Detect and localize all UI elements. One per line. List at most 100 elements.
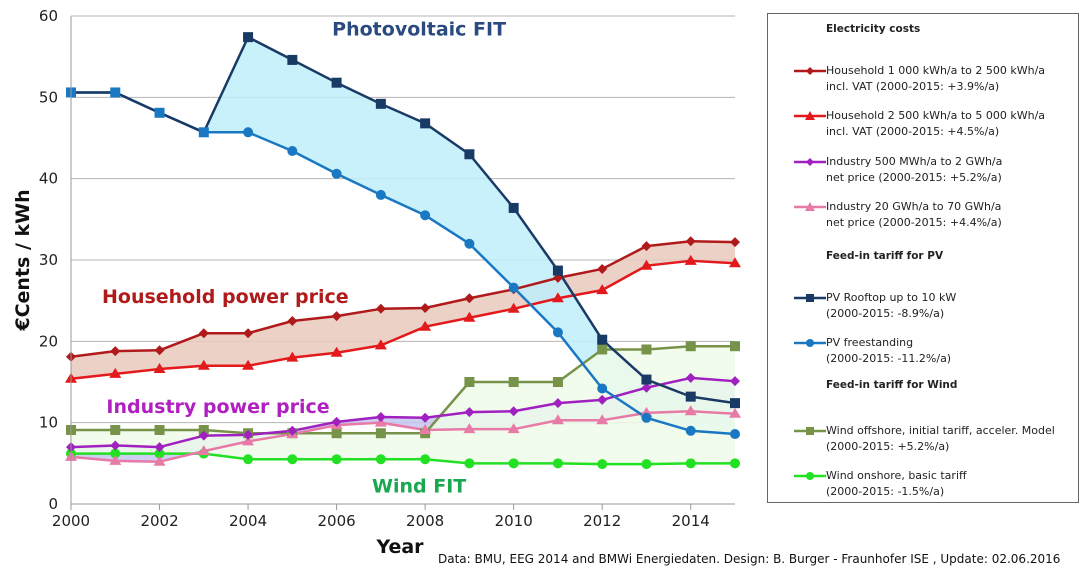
data-point-ind1 — [331, 416, 342, 427]
data-point-pvroof — [641, 374, 652, 385]
data-point-ind1 — [508, 406, 519, 417]
series-lines — [70, 35, 736, 466]
data-point-hh2 — [330, 346, 343, 357]
data-point-hh1 — [420, 302, 431, 313]
legend-heading-costs: Electricity costs — [826, 23, 921, 35]
data-point-ind2 — [242, 435, 255, 446]
data-point-pvroof — [331, 77, 342, 88]
legend-sublabel: net price (2000-2015: +5.2%/a) — [826, 171, 1002, 184]
x-axis-title: Year — [375, 536, 424, 558]
legend-marker-square-icon — [794, 427, 826, 435]
data-point-hh1 — [641, 241, 652, 252]
legend-sublabel: (2000-2015: -11.2%/a) — [826, 352, 952, 365]
data-point-ind1 — [110, 440, 121, 451]
annotations: Photovoltaic FIT Household power price Ind… — [102, 19, 506, 498]
legend-label: Industry 500 MWh/a to 2 GWh/a — [826, 155, 1003, 168]
data-point-hh2 — [242, 359, 255, 370]
legend-marker-triangle-icon — [794, 111, 826, 120]
legend-item-wind-offshore: Wind offshore, initial tariff, acceler. … — [768, 423, 1078, 457]
legend-marker-square-icon — [794, 294, 826, 302]
data-point-windoff — [641, 344, 652, 355]
data-point-ind1 — [154, 442, 165, 453]
data-point-ind2 — [197, 445, 210, 456]
data-point-pvroof — [375, 98, 386, 109]
data-point-ind1 — [198, 430, 209, 441]
data-point-hh1 — [287, 316, 298, 326]
data-point-ind2 — [729, 407, 741, 418]
data-point-hh2 — [596, 284, 609, 295]
data-point-ind1 — [552, 398, 563, 409]
legend-marker-triangle-icon — [794, 202, 826, 211]
data-point-hh1 — [730, 237, 740, 248]
legend-item-household-1: Household 1 000 kWh/a to 2 500 kWh/a incl… — [768, 63, 1078, 97]
data-point-pvfree — [375, 189, 386, 200]
data-point-windoff — [464, 377, 475, 387]
series-line-hh2 — [70, 259, 736, 380]
data-point-pvroof — [685, 391, 696, 402]
legend-item-wind-onshore: Wind onshore, basic tariff (2000-2015: -1… — [768, 468, 1078, 502]
data-point-pvroof — [508, 202, 519, 213]
data-point-windoff — [154, 424, 165, 435]
data-point-ind2 — [551, 414, 564, 425]
data-point-pvfree — [597, 383, 608, 394]
data-point-windon — [508, 458, 519, 469]
data-point-hh2 — [684, 254, 697, 265]
data-point-hh2 — [109, 367, 122, 378]
data-point-pvroof — [243, 32, 254, 43]
y-tick-label: 60 — [39, 7, 58, 25]
data-point-pvroof — [730, 398, 740, 409]
data-point-hh1 — [154, 345, 165, 356]
legend-sublabel: net price (2000-2015: +4.4%/a) — [826, 216, 1002, 229]
data-point-pvroof — [464, 149, 475, 160]
data-point-pvroof — [420, 118, 431, 129]
data-point-hh2 — [153, 362, 166, 373]
legend-heading-wind: Feed-in tariff for Wind — [826, 379, 958, 391]
legend-label: Industry 20 GWh/a to 70 GWh/a — [826, 200, 1002, 213]
data-point-ind1 — [243, 429, 254, 440]
data-point-windon — [641, 459, 652, 470]
data-point-windon — [243, 454, 254, 465]
data-point-windon — [597, 459, 608, 470]
data-point-windoff — [331, 428, 342, 439]
y-tick-label: 10 — [39, 414, 58, 432]
legend-sublabel: (2000-2015: -8.9%/a) — [826, 307, 945, 320]
series-markers — [65, 32, 741, 470]
data-point-ind2 — [507, 423, 520, 434]
data-point-pvfree — [243, 127, 254, 138]
data-point-ind1 — [730, 376, 740, 387]
data-point-pvroof — [552, 265, 563, 276]
data-point-pvfree — [641, 412, 652, 423]
data-point-hh2 — [286, 351, 299, 362]
data-point-pvfree — [508, 282, 519, 293]
legend-item-industry-1: Industry 500 MWh/a to 2 GWh/a net price (… — [768, 154, 1078, 188]
legend-item-household-2: Household 2 500 kWh/a to 5 000 kWh/a incl… — [768, 108, 1078, 142]
legend-label: PV Rooftop up to 10 kW — [826, 291, 957, 304]
series-line-hh1 — [70, 240, 736, 359]
data-point-hh1 — [243, 328, 254, 339]
data-point-ind1 — [597, 394, 608, 405]
series-line-pvroof — [71, 35, 736, 405]
source-note: Data: BMU, EEG 2014 and BMWi Energiedate… — [438, 552, 1061, 566]
data-point-pvfree — [154, 107, 165, 118]
band-pvroof-pvfree — [71, 37, 735, 435]
data-point-hh2 — [197, 359, 210, 370]
data-point-pvroof — [287, 54, 298, 65]
data-point-windon — [685, 458, 696, 469]
data-point-ind1 — [464, 407, 475, 418]
axes: 0 10 20 30 40 50 60 2000 2002 2004 2006 2008 2010 201… — [39, 7, 710, 530]
legend-sublabel: (2000-2015: -1.5%/a) — [826, 485, 945, 498]
data-point-windon — [154, 448, 165, 459]
legend-label: Household 1 000 kWh/a to 2 500 kWh/a — [826, 64, 1046, 77]
data-point-ind2 — [109, 454, 122, 465]
legend-marker-circle-icon — [794, 339, 826, 347]
data-point-windoff — [110, 424, 121, 435]
data-point-pvfree — [730, 429, 740, 440]
legend-sublabel: incl. VAT (2000-2015: +4.5%/a) — [826, 125, 1000, 138]
data-point-windon — [287, 454, 298, 465]
data-point-pvroof — [597, 334, 608, 345]
data-point-hh1 — [375, 303, 386, 314]
data-point-ind1 — [375, 411, 386, 422]
data-point-hh1 — [331, 311, 342, 322]
data-point-hh1 — [110, 346, 121, 357]
